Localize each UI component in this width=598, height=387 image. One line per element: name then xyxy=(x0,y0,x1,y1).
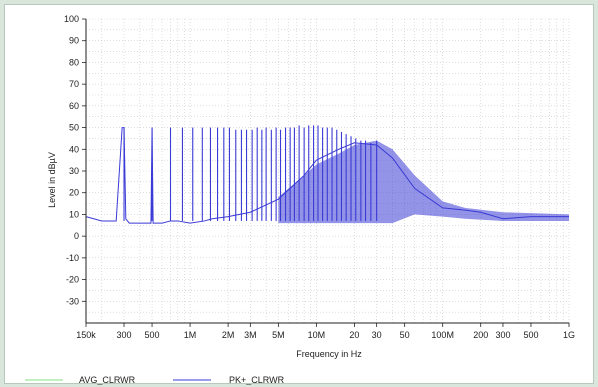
chart-frame: 100 90 80 70 60 50 40 30 20 10 0 -10 -20 -30 150k 300 5… xyxy=(4,4,594,385)
grid xyxy=(86,18,570,324)
y-tick-label: -30 xyxy=(66,296,79,306)
y-tick-label: 100 xyxy=(64,14,79,24)
x-tick-label: 500 xyxy=(145,330,160,340)
x-tick-label: 3M xyxy=(244,330,257,340)
x-tick-label: 1G xyxy=(563,330,575,340)
x-tick-label: 300 xyxy=(495,330,510,340)
x-tick-label: 300 xyxy=(117,330,132,340)
y-tick-label: 80 xyxy=(69,57,79,67)
x-tick-label: 100M xyxy=(431,330,454,340)
y-tick-label: 30 xyxy=(69,166,79,176)
x-axis-title: Frequency in Hz xyxy=(296,349,362,359)
y-tick-label: 10 xyxy=(69,209,79,219)
legend: AVG_CLRWR PK+_CLRWR xyxy=(25,375,285,385)
legend-label-pk: PK+_CLRWR xyxy=(229,375,285,385)
pk-noise-band xyxy=(278,140,569,224)
y-tick-label: -20 xyxy=(66,275,79,285)
y-tick-label: 0 xyxy=(74,231,79,241)
x-tick-label: 200 xyxy=(473,330,488,340)
y-tick-label: 70 xyxy=(69,79,79,89)
y-axis-title: Level in dBµV xyxy=(47,152,57,208)
x-tick-label: 50 xyxy=(400,330,410,340)
axes xyxy=(85,19,569,324)
x-tick-label: 5M xyxy=(272,330,285,340)
x-tick-label: 30 xyxy=(372,330,382,340)
y-tick-label: 90 xyxy=(69,36,79,46)
y-tick-label: 40 xyxy=(69,144,79,154)
x-tick-label: 20 xyxy=(349,330,359,340)
y-tick-label: 50 xyxy=(69,123,79,133)
y-tick-label: -10 xyxy=(66,253,79,263)
y-tick-label: 20 xyxy=(69,188,79,198)
x-tick-label: 150k xyxy=(76,330,96,340)
traces xyxy=(85,125,569,224)
x-tick-label: 1M xyxy=(184,330,197,340)
x-tick-label: 2M xyxy=(222,330,235,340)
x-axis-ticks: 150k 300 500 1M 2M 3M 5M 10M 20 30 50 100M 200 300 500… xyxy=(76,323,575,340)
x-tick-label: 10M xyxy=(308,330,326,340)
legend-label-avg: AVG_CLRWR xyxy=(79,375,136,385)
y-tick-label: 60 xyxy=(69,101,79,111)
x-tick-label: 500 xyxy=(523,330,538,340)
